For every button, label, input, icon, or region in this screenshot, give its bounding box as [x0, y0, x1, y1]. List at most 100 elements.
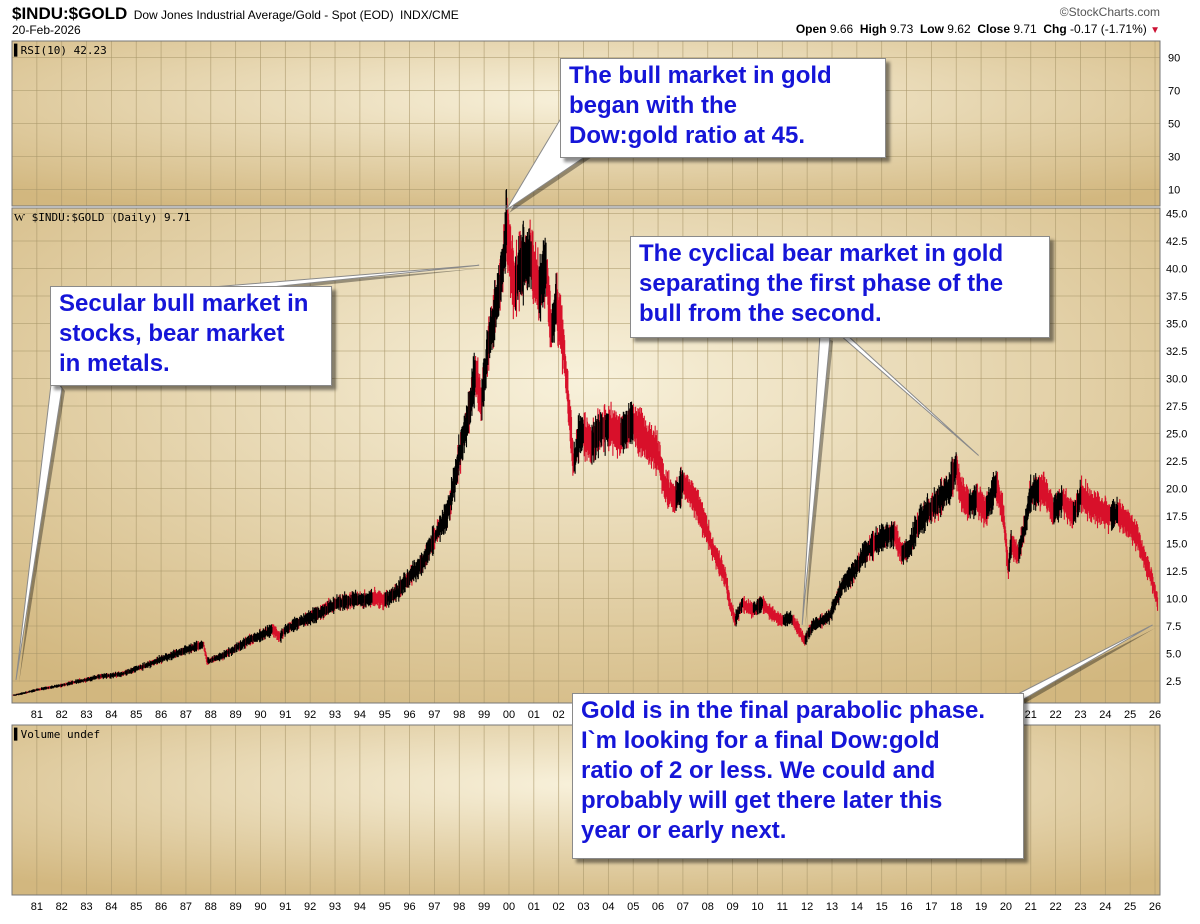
x-tick-label: 99: [478, 709, 490, 721]
x-tick-label: 25: [1124, 709, 1136, 721]
x-tick-label-bottom: 08: [702, 901, 714, 913]
x-tick-label-bottom: 91: [279, 901, 291, 913]
y-tick-label: 12.5: [1166, 566, 1187, 578]
x-tick-label-bottom: 82: [56, 901, 68, 913]
x-axis-strip-bottom: [12, 896, 1160, 916]
x-tick-label-bottom: 07: [677, 901, 689, 913]
x-tick-label-bottom: 96: [403, 901, 415, 913]
y-tick-label: 35.0: [1166, 319, 1187, 331]
x-tick-label: 89: [230, 709, 242, 721]
callout-line: stocks, bear market: [59, 320, 285, 347]
x-tick-label-bottom: 90: [254, 901, 266, 913]
x-tick-label-bottom: 95: [379, 901, 391, 913]
y-tick-label: 5.0: [1166, 649, 1181, 661]
x-tick-label: 94: [354, 709, 366, 721]
x-tick-label-bottom: 98: [453, 901, 465, 913]
y-tick-label: 45.0: [1166, 209, 1187, 221]
y-tick-label: 17.5: [1166, 511, 1187, 523]
x-tick-label: 26: [1149, 709, 1161, 721]
callout-line: ratio of 2 or less. We could and: [581, 757, 936, 784]
x-tick-label-bottom: 18: [950, 901, 962, 913]
x-tick-label-bottom: 19: [975, 901, 987, 913]
quote-bar: Open 9.66 High 9.73 Low 9.62 Close 9.71 …: [796, 22, 1160, 36]
callout-line: Gold is in the final parabolic phase.: [581, 697, 986, 724]
chart-symbol: $INDU:$GOLD: [12, 4, 128, 23]
x-tick-label: 84: [105, 709, 117, 721]
x-tick-label-bottom: 11: [777, 901, 788, 913]
y-tick-label: 37.5: [1166, 291, 1187, 303]
x-tick-label-bottom: 25: [1124, 901, 1136, 913]
price-label: $INDU:$GOLD (Daily) 9.71: [31, 211, 191, 224]
x-tick-label-bottom: 05: [627, 901, 639, 913]
high-label: High: [859, 22, 887, 36]
volume-bars-icon: ▌: [14, 728, 21, 741]
x-tick-label: 90: [254, 709, 266, 721]
rsi-label: RSI(10) 42.23: [20, 44, 107, 57]
chart-date: 20-Feb-2026: [12, 23, 81, 37]
x-tick-label-bottom: 92: [304, 901, 316, 913]
callout-line: separating the first phase of the: [639, 270, 1004, 297]
x-tick-label: 21: [1025, 709, 1037, 721]
x-tick-label: 98: [453, 709, 465, 721]
x-tick-label: 83: [80, 709, 92, 721]
high-value: 9.73: [889, 22, 914, 36]
chg-label: Chg: [1043, 22, 1067, 36]
rsi-tick-label: 70: [1168, 86, 1180, 98]
callout-line: The cyclical bear market in gold: [639, 240, 1004, 267]
x-tick-label: 97: [428, 709, 440, 721]
x-tick-label-bottom: 21: [1025, 901, 1037, 913]
x-tick-label-bottom: 22: [1050, 901, 1062, 913]
x-tick-label-bottom: 24: [1099, 901, 1111, 913]
x-tick-label-bottom: 09: [726, 901, 738, 913]
x-tick-label-bottom: 81: [31, 901, 43, 913]
x-tick-label: 86: [155, 709, 167, 721]
x-tick-label: 93: [329, 709, 341, 721]
pointer-parabolic-shadow: [1021, 627, 1156, 703]
rsi-bars-icon: ▌: [14, 44, 21, 57]
chart-header: $INDU:$GOLD Dow Jones Industrial Average…: [12, 4, 459, 24]
price-series-up-bars: [13, 189, 1119, 696]
x-tick-label: 82: [56, 709, 68, 721]
x-tick-label-bottom: 88: [205, 901, 217, 913]
callout-secular-bull: Secular bull market in stocks, bear mark…: [50, 286, 332, 386]
rsi-panel-label: ▌RSI(10) 42.23: [14, 44, 107, 57]
x-tick-label-bottom: 84: [105, 901, 117, 913]
chg-value: -0.17 (-1.71%): [1070, 22, 1147, 36]
x-tick-label-bottom: 03: [577, 901, 589, 913]
x-tick-label-bottom: 13: [826, 901, 838, 913]
x-tick-label-bottom: 86: [155, 901, 167, 913]
volume-label: Volume undef: [20, 728, 101, 741]
x-tick-label: 92: [304, 709, 316, 721]
chart-description: Dow Jones Industrial Average/Gold - Spot…: [133, 8, 394, 22]
x-tick-label: 85: [130, 709, 142, 721]
y-tick-label: 15.0: [1166, 539, 1187, 551]
open-value: 9.66: [829, 22, 854, 36]
x-tick-label-bottom: 26: [1149, 901, 1161, 913]
x-tick-label-bottom: 16: [900, 901, 912, 913]
x-tick-label-bottom: 94: [354, 901, 366, 913]
y-tick-label: 42.5: [1166, 236, 1187, 248]
y-tick-label: 20.0: [1166, 484, 1187, 496]
callout-cyclical-bear: The cyclical bear market in gold separat…: [630, 236, 1050, 338]
close-label: Close: [977, 22, 1010, 36]
chart-exchange: INDX/CME: [400, 8, 459, 22]
x-tick-label: 87: [180, 709, 192, 721]
x-tick-label: 22: [1050, 709, 1062, 721]
callout-line: bull from the second.: [639, 300, 882, 327]
price-symbol-icon: Ⱳ: [14, 211, 25, 224]
panel-border: [11, 40, 1161, 207]
x-tick-label: 24: [1099, 709, 1111, 721]
x-tick-label-bottom: 14: [851, 901, 863, 913]
rsi-tick-label: 90: [1168, 53, 1180, 65]
volume-panel-label: ▌Volume undef: [14, 728, 100, 741]
x-tick-label: 00: [503, 709, 515, 721]
x-tick-label: 91: [279, 709, 291, 721]
x-tick-label: 95: [379, 709, 391, 721]
low-label: Low: [919, 22, 944, 36]
x-tick-label: 81: [31, 709, 43, 721]
x-tick-label-bottom: 99: [478, 901, 490, 913]
copyright-label: ©StockCharts.com: [1059, 5, 1160, 19]
x-tick-label-bottom: 87: [180, 901, 192, 913]
callout-line: The bull market in gold: [569, 62, 832, 89]
x-tick-label-bottom: 04: [602, 901, 614, 913]
